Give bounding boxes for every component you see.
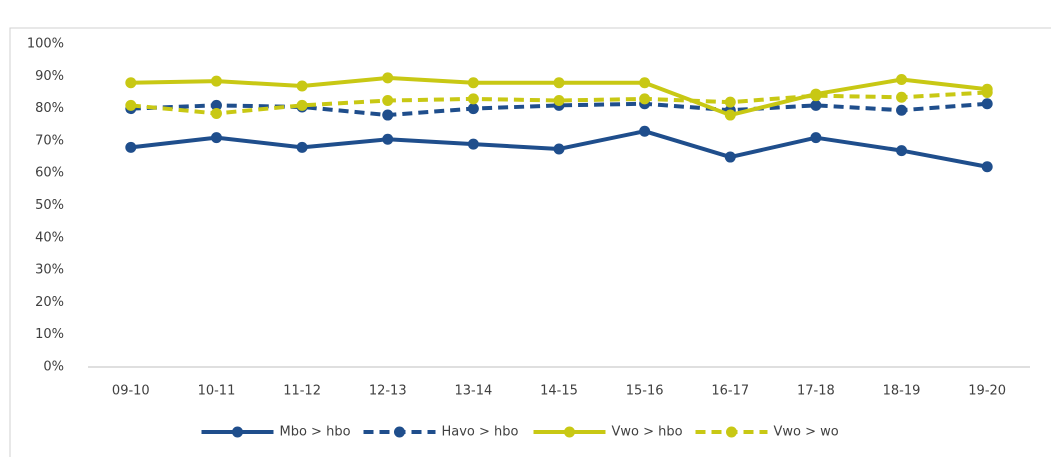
x-tick-label: 09-10 — [112, 384, 150, 399]
data-point — [467, 103, 479, 115]
data-point — [296, 141, 308, 153]
data-point — [210, 75, 222, 87]
x-tick-label: 15-16 — [626, 384, 664, 399]
x-tick-label: 18-19 — [883, 384, 921, 399]
data-point — [210, 107, 222, 119]
x-tick-label: 16-17 — [711, 384, 749, 399]
data-point — [981, 86, 993, 98]
data-point — [810, 99, 822, 111]
x-tick-label: 13-14 — [454, 384, 492, 399]
data-point — [467, 77, 479, 89]
data-point — [210, 132, 222, 144]
x-tick-label: 12-13 — [369, 384, 407, 399]
data-point — [639, 93, 651, 105]
legend-label: Vwo > wo — [774, 425, 839, 440]
data-point — [896, 104, 908, 116]
legend-marker — [726, 426, 737, 438]
data-point — [639, 77, 651, 89]
data-point — [896, 74, 908, 86]
data-point — [896, 91, 908, 103]
x-tick-label: 10-11 — [198, 384, 236, 399]
data-point — [724, 151, 736, 163]
data-point — [296, 80, 308, 92]
data-point — [810, 132, 822, 144]
data-point — [896, 145, 908, 157]
data-point — [382, 72, 394, 84]
y-tick-label: 90% — [35, 69, 64, 84]
data-point — [553, 77, 565, 89]
data-point — [639, 125, 651, 137]
legend-label: Mbo > hbo — [280, 425, 351, 440]
y-tick-label: 20% — [35, 295, 64, 310]
data-point — [210, 99, 222, 111]
y-tick-label: 70% — [35, 133, 64, 148]
x-tick-label: 11-12 — [283, 384, 321, 399]
data-point — [125, 99, 137, 111]
x-tick-label: 19-20 — [968, 384, 1006, 399]
data-point — [467, 93, 479, 105]
y-tick-label: 100% — [27, 37, 64, 52]
chart-frame — [9, 27, 1051, 457]
y-tick-label: 30% — [35, 263, 64, 278]
y-tick-label: 0% — [43, 360, 64, 375]
data-point — [382, 109, 394, 121]
data-point — [810, 90, 822, 102]
y-tick-label: 10% — [35, 327, 64, 342]
data-point — [125, 141, 137, 153]
y-tick-label: 40% — [35, 230, 64, 245]
x-tick-label: 17-18 — [797, 384, 835, 399]
data-point — [382, 133, 394, 145]
data-point — [125, 77, 137, 89]
legend-label: Havo > hbo — [442, 425, 519, 440]
legend-label: Vwo > hbo — [612, 425, 683, 440]
data-point — [724, 96, 736, 108]
data-point — [724, 109, 736, 121]
x-tick-label: 14-15 — [540, 384, 578, 399]
legend-marker — [232, 426, 243, 438]
data-point — [553, 95, 565, 107]
y-tick-label: 60% — [35, 166, 64, 181]
data-point — [382, 95, 394, 107]
data-point — [981, 98, 993, 110]
data-point — [296, 99, 308, 111]
legend-marker — [564, 426, 575, 438]
data-point — [553, 143, 565, 155]
legend-marker — [394, 426, 405, 438]
data-point — [981, 161, 993, 173]
data-point — [467, 138, 479, 150]
y-tick-label: 80% — [35, 101, 64, 116]
y-tick-label: 50% — [35, 198, 64, 213]
